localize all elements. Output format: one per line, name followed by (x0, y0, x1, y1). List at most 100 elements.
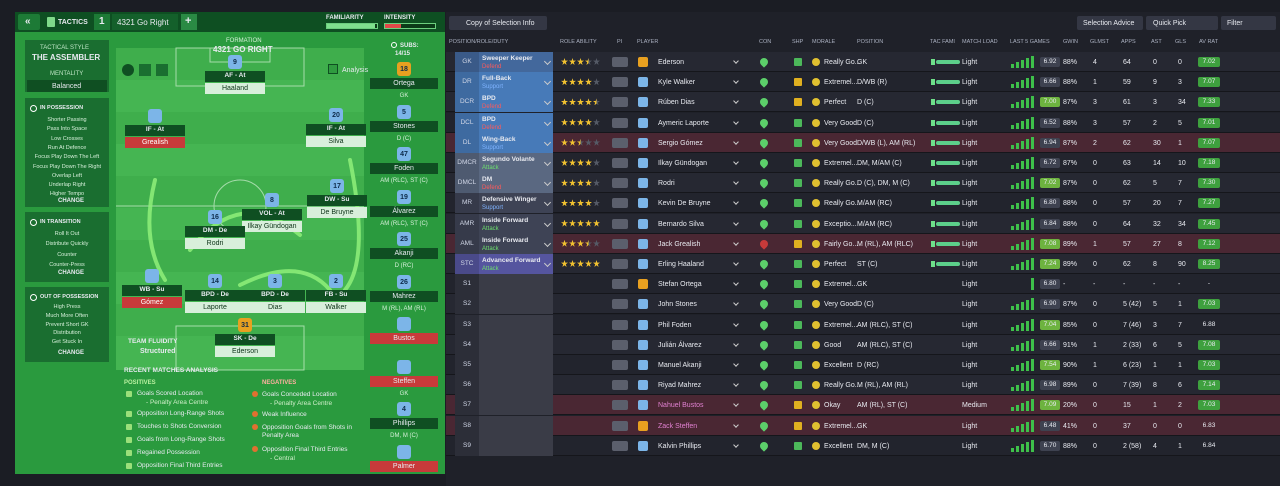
gwin: 41% (1063, 422, 1078, 430)
sub-name-box (370, 375, 438, 387)
view-dropdown[interactable] (449, 16, 547, 30)
form-bar (1016, 82, 1019, 89)
player-name: John Stones (658, 301, 697, 309)
form-badge (1040, 97, 1060, 108)
gwin: 88% (1063, 79, 1078, 87)
apps: 5 (42) (1123, 301, 1142, 309)
sub-position: GK (399, 93, 409, 99)
sub-name-box (370, 248, 438, 259)
negative-icon (252, 391, 258, 397)
name-box (245, 302, 305, 313)
gls: 3 (1178, 79, 1182, 87)
form-bar (1021, 262, 1024, 270)
glmst: 0 (1093, 220, 1097, 228)
slot: DMCL (457, 179, 477, 187)
duty: Defend (482, 185, 502, 192)
morale: Perfect (824, 261, 847, 268)
star (569, 260, 576, 267)
pi-icon (612, 420, 628, 431)
gwin: 87% (1063, 301, 1078, 309)
sharpness-icon (794, 219, 802, 228)
change-label: CHANGE (58, 270, 85, 276)
form-bar (1026, 340, 1029, 351)
role: Advanced Forward (482, 257, 541, 264)
star (561, 199, 568, 207)
role: Segundo Volante (482, 156, 535, 163)
star (577, 179, 584, 187)
form-bar (1011, 205, 1014, 210)
form-bar (1016, 344, 1019, 351)
pi-icon (612, 178, 628, 189)
column-header: AST (1151, 39, 1162, 45)
name-box (242, 221, 302, 232)
morale: Exceptio... (824, 220, 857, 228)
gls: 6 (1178, 382, 1182, 390)
negative: - Penalty Area Centre (270, 400, 333, 407)
form-bar (1016, 264, 1019, 270)
column-header: ROLE ABILITY (560, 39, 597, 45)
column-header: POSITION/ROLE/DUTY (449, 39, 509, 45)
av-rat: 7.18 (1202, 159, 1216, 166)
mentality-dropdown[interactable] (27, 80, 107, 92)
form-bar (1011, 447, 1014, 452)
table-row (446, 213, 1280, 234)
column-header: MORALE (812, 39, 836, 45)
role-cell (479, 375, 553, 396)
sub-position: AM (RLC), ST (C) (380, 178, 428, 184)
tactic-dropdown[interactable] (112, 14, 178, 30)
player-shirt (638, 360, 648, 370)
table-row (446, 334, 1280, 355)
form-bar (1026, 199, 1029, 210)
form-bar (1026, 421, 1029, 432)
morale-icon (812, 260, 820, 268)
duty: Attack (482, 266, 499, 272)
column-header: LAST 5 GAMES (1010, 39, 1050, 45)
slot-cell (455, 132, 479, 153)
slot-cell (455, 153, 479, 173)
sub-name-box (370, 78, 438, 89)
shirt (397, 189, 411, 204)
table-row (446, 92, 1280, 113)
rating-badge (1198, 178, 1220, 189)
morale-icon (812, 441, 820, 450)
slot-cell (455, 355, 479, 375)
sub-name: Foden (394, 165, 414, 172)
av-rat: 7.03 (1202, 361, 1216, 368)
positive-icon (126, 424, 132, 430)
form-bar (1021, 140, 1024, 149)
star (585, 78, 592, 86)
av-rat: 7.08 (1202, 340, 1216, 348)
table-row (446, 233, 1280, 254)
sub-position: M (RL), AM (RL) (382, 305, 426, 312)
add-button[interactable] (181, 14, 197, 30)
advice-button[interactable] (1077, 16, 1143, 30)
player-name: Laporte (203, 304, 227, 311)
form-bar (1021, 100, 1024, 109)
analysis-toggle[interactable] (328, 64, 338, 74)
positive: - Penalty Area Centre (146, 399, 209, 406)
star (561, 159, 568, 166)
filter-button[interactable] (1221, 16, 1276, 30)
form-bar (1031, 177, 1034, 190)
apps: 37 (1123, 422, 1131, 430)
role-box (185, 290, 245, 301)
back-button[interactable] (18, 14, 40, 30)
quick-pick-button[interactable] (1146, 16, 1218, 30)
gwin: 91% (1063, 341, 1078, 349)
morale: Good (824, 341, 842, 349)
gls: - (1178, 281, 1181, 289)
ast: - (1153, 281, 1156, 289)
gls: 34 (1178, 220, 1186, 228)
tactic-group (25, 212, 109, 282)
shirt (329, 274, 343, 288)
slot-cell (455, 375, 479, 396)
apps: 7 (39) (1123, 382, 1142, 390)
gls: 1 (1178, 442, 1182, 450)
morale-icon (812, 280, 820, 289)
instruction: Low Crosses (51, 135, 83, 142)
player-role: IF - At (145, 126, 165, 133)
slot: S3 (463, 320, 471, 328)
shirt (268, 274, 282, 288)
role: Sweeper Keeper (482, 55, 533, 62)
star (585, 58, 592, 65)
